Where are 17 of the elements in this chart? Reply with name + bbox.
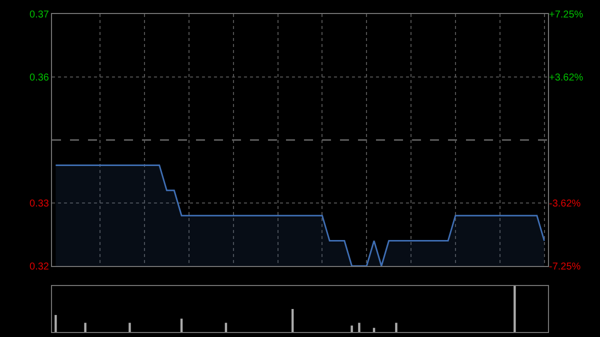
bar [395, 322, 398, 332]
y2-tick-label: -7.25% [549, 262, 581, 272]
y-tick-label: 0.37 [30, 10, 50, 20]
bar [350, 326, 353, 332]
y-tick-label: 0.33 [30, 198, 50, 210]
y-tick-label: 0.32 [30, 262, 50, 272]
bar [54, 314, 57, 332]
y2-tick-label: +7.25% [549, 10, 584, 20]
bar [514, 286, 516, 332]
bar [291, 309, 294, 332]
y-tick-label: 0.36 [30, 72, 50, 84]
bar [180, 318, 183, 332]
bar [358, 322, 360, 332]
y2-tick-label: -3.62% [549, 198, 581, 210]
bar [128, 322, 131, 332]
bar [84, 322, 86, 332]
y2-tick-label: +3.62% [549, 72, 584, 84]
